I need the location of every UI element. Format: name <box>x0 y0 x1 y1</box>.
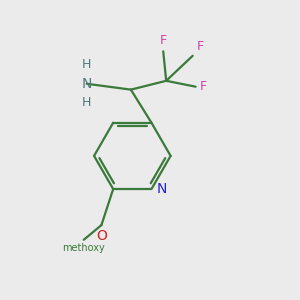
Text: O: O <box>96 229 107 243</box>
Text: F: F <box>197 40 204 53</box>
Text: methoxy: methoxy <box>62 243 105 253</box>
Text: N: N <box>157 182 167 196</box>
Text: H: H <box>82 58 92 71</box>
Text: F: F <box>160 34 167 47</box>
Text: N: N <box>82 77 92 91</box>
Text: H: H <box>82 96 92 109</box>
Text: F: F <box>200 80 207 93</box>
